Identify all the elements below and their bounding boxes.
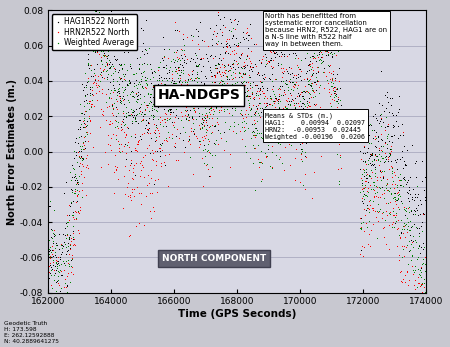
Text: Means & STDs (m.)
HAG1:    0.00994  0.02097
HRN2:  -0.00953  0.02445
Weighted -0: Means & STDs (m.) HAG1: 0.00994 0.02097 … — [265, 112, 365, 139]
X-axis label: Time (GPS Seconds): Time (GPS Seconds) — [178, 309, 296, 319]
Legend: HAG1R522 North, HRN2R522 North, Weighted Average: HAG1R522 North, HRN2R522 North, Weighted… — [52, 14, 137, 50]
Y-axis label: North Error Estimates (m.): North Error Estimates (m.) — [7, 78, 17, 225]
Text: HA-NDGPS: HA-NDGPS — [158, 88, 241, 102]
Text: North has benefitted from
systematic error cancellation
because HRN2, R522, HAG1: North has benefitted from systematic err… — [265, 13, 387, 47]
Text: NORTH COMPONENT: NORTH COMPONENT — [162, 254, 266, 263]
Text: Geodetic Truth
H: 173.598
E: 262.12592888
N: 40.2889641275: Geodetic Truth H: 173.598 E: 262.1259288… — [4, 321, 59, 344]
